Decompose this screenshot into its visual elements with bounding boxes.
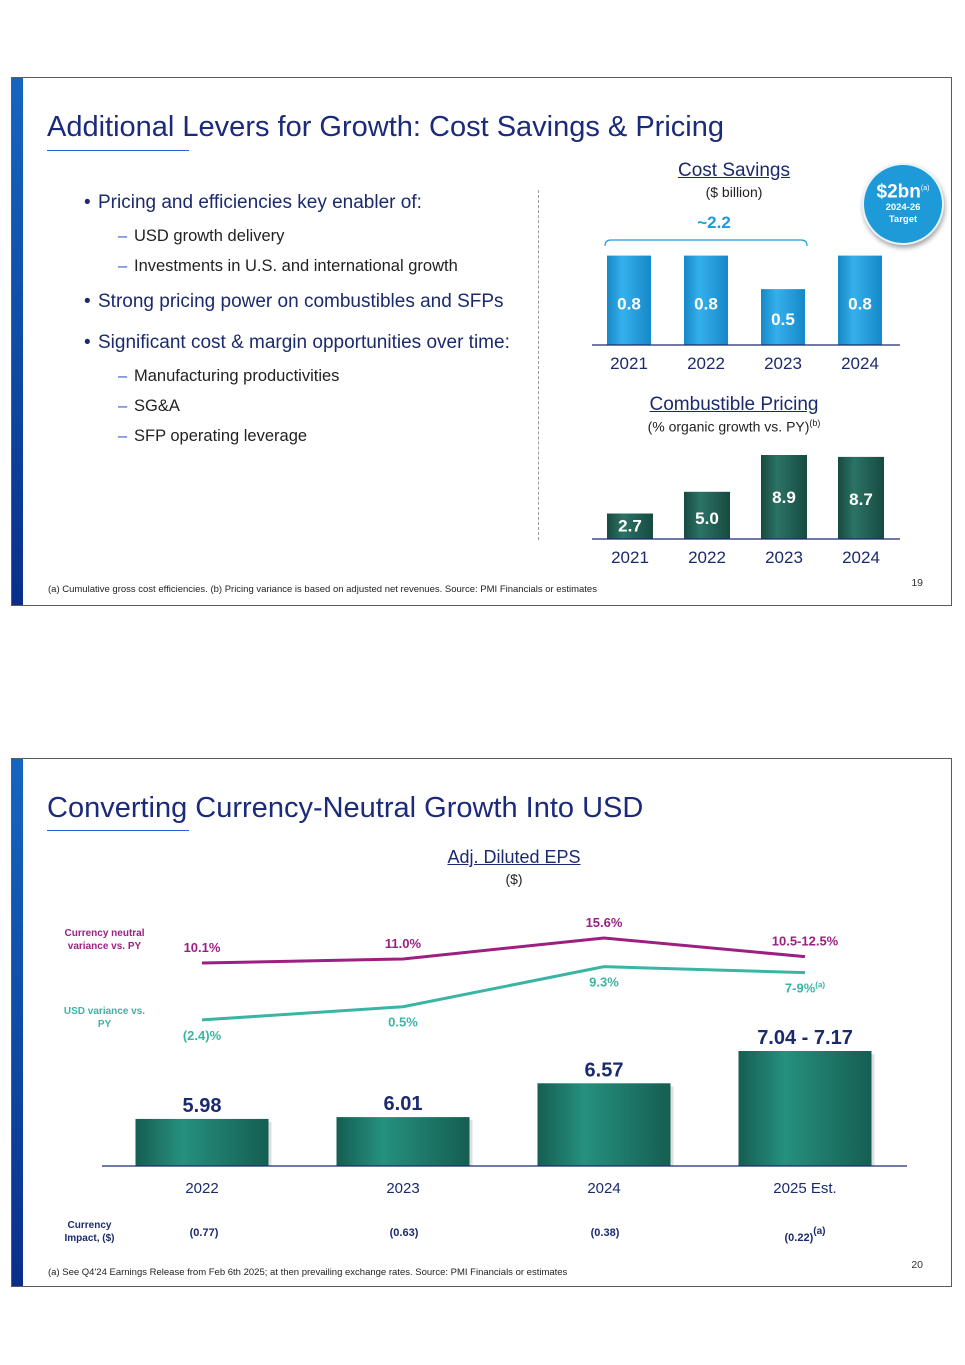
pricing-bar [838,456,884,539]
page-number: 20 [911,1259,923,1271]
slide-title: Additional Levers for Growth: Cost Savin… [47,111,724,143]
usd-variance-label: (2.4)% [183,1028,222,1043]
title-underline [47,830,189,831]
bullet-list: Pricing and efficiencies key enabler of:… [84,190,524,451]
eps-year-tick-label: 2025 Est. [773,1180,836,1197]
cost-savings-title: Cost Savings [678,160,790,181]
pricing-bar-value-label: 8.9 [772,488,796,507]
usd-variance-line [201,965,806,1022]
eps-bar-value-label: 7.04 - 7.17 [757,1027,853,1049]
eps-year-tick-label: 2024 [587,1180,620,1197]
badge-value: $2bn [876,181,921,203]
pricing-bar-value-label: 8.7 [849,490,873,509]
currency-neutral-legend: Currency neutral variance vs. PY [64,928,145,952]
eps-bar [336,1117,470,1166]
currency-neutral-line [201,936,806,965]
slide-footnote: (a) Cumulative gross cost efficiencies. … [48,584,597,595]
currency-impact-value: (0.38) [590,1227,620,1239]
eps-chart: 5.98 2022 6.01 2023 6.57 2024 7.04 - 7.17 2025 … [102,915,907,1197]
currency-impact-label: Currency Impact, ($) [64,1220,115,1244]
pricing-bar-value-label: 2.7 [618,517,642,536]
pricing-year-tick-label: 2024 [842,548,880,567]
bullet-item: Pricing and efficiencies key enabler of: [84,190,524,215]
bullet-item: Strong pricing power on combustibles and… [84,289,508,314]
currency-impact-value: (0.63) [389,1227,419,1239]
usd-variance-legend: USD variance vs. PY [63,1006,146,1030]
sub-bullet: SFP operating leverage [84,421,524,451]
pricing-subtitle: (% organic growth vs. PY)(b) [647,418,821,435]
cost-year-tick-label: 2023 [764,354,802,373]
slide-19: Additional Levers for Growth: Cost Savin… [11,77,952,606]
bullet-group: Significant cost & margin opportunities … [84,330,524,451]
currency-impact-value: (0.22)(a) [784,1226,826,1244]
slide-accent-bar [12,759,23,1286]
currency-impact-value: (0.77) [189,1227,219,1239]
cost-bar [607,255,651,345]
cost-savings-subtitle: ($ billion) [705,184,763,200]
usd-variance-label: 0.5% [388,1015,418,1030]
combustible-pricing-chart: 2.7 2021 5.0 2022 8.9 2023 8.7 2024 [592,455,900,567]
usd-variance-label: 7-9%(a) [785,981,825,996]
column-divider [538,190,539,540]
eps-chart-subtitle: ($) [505,871,523,887]
cost-bar [761,289,805,345]
usd-variance-label: 9.3% [589,975,619,990]
badge-years: 2024-26 [885,202,921,214]
slide-footnote: (a) See Q4'24 Earnings Release from Feb … [48,1267,568,1278]
pricing-title: Combustible Pricing [649,394,819,415]
cost-year-tick-label: 2022 [687,354,725,373]
slide-title: Converting Currency-Neutral Growth Into … [47,792,644,824]
slide-20: Converting Currency-Neutral Growth Into … [11,758,952,1287]
eps-bar [738,1051,872,1166]
eps-year-tick-label: 2022 [185,1180,218,1197]
cost-bar [684,255,728,345]
cost-bar-value-label: 0.8 [848,295,872,314]
bullet-item: Significant cost & margin opportunities … [84,330,518,355]
cost-year-tick-label: 2024 [841,354,879,373]
slide-accent-bar [12,78,23,605]
currency-neutral-label: 10.1% [184,940,221,955]
pricing-bar [761,455,807,539]
cost-savings-chart: ~2.2 0.8 2021 0.8 2022 0.5 2023 0.8 2024 [592,213,900,373]
eps-bar-value-label: 5.98 [183,1095,222,1117]
eps-bar-value-label: 6.57 [585,1059,624,1081]
cost-bar [838,255,882,345]
sub-bullet: USD growth delivery [84,221,524,251]
eps-bar [537,1083,671,1166]
cost-bar-value-label: 0.8 [694,295,718,314]
eps-bar [135,1118,269,1166]
eps-year-tick-label: 2023 [386,1180,419,1197]
pricing-year-tick-label: 2023 [765,548,803,567]
badge-target: Target [888,214,918,226]
pricing-year-tick-label: 2022 [688,548,726,567]
savings-bracket [604,239,808,247]
cost-bar-value-label: 0.8 [617,295,641,314]
eps-chart-title: Adj. Diluted EPS [447,847,581,867]
sub-bullet: Investments in U.S. and international gr… [84,251,524,281]
currency-neutral-label: 11.0% [385,936,422,951]
eps-bar-value-label: 6.01 [384,1093,423,1115]
pricing-bar [684,491,730,539]
cost-target-badge: $2bn(a) 2024-26 Target [862,163,944,245]
title-underline [47,150,189,151]
usd-variance-footnote-mark: (a) [815,981,825,990]
currency-neutral-label: 15.6% [586,915,623,930]
cost-year-tick-label: 2021 [610,354,648,373]
pricing-year-tick-label: 2021 [611,548,649,567]
sub-bullet: SG&A [84,391,524,421]
bullet-group: Pricing and efficiencies key enabler of:… [84,190,524,281]
savings-total-label: ~2.2 [697,213,731,232]
page-number: 19 [911,577,923,589]
pricing-bar-value-label: 5.0 [695,509,719,528]
currency-neutral-label: 10.5-12.5% [772,934,839,949]
badge-footnote-mark: (a) [920,185,930,192]
pricing-footnote-mark: (b) [809,418,821,428]
sub-bullet: Manufacturing productivities [84,361,524,391]
cost-bar-value-label: 0.5 [771,310,795,329]
pricing-bar [607,513,653,539]
